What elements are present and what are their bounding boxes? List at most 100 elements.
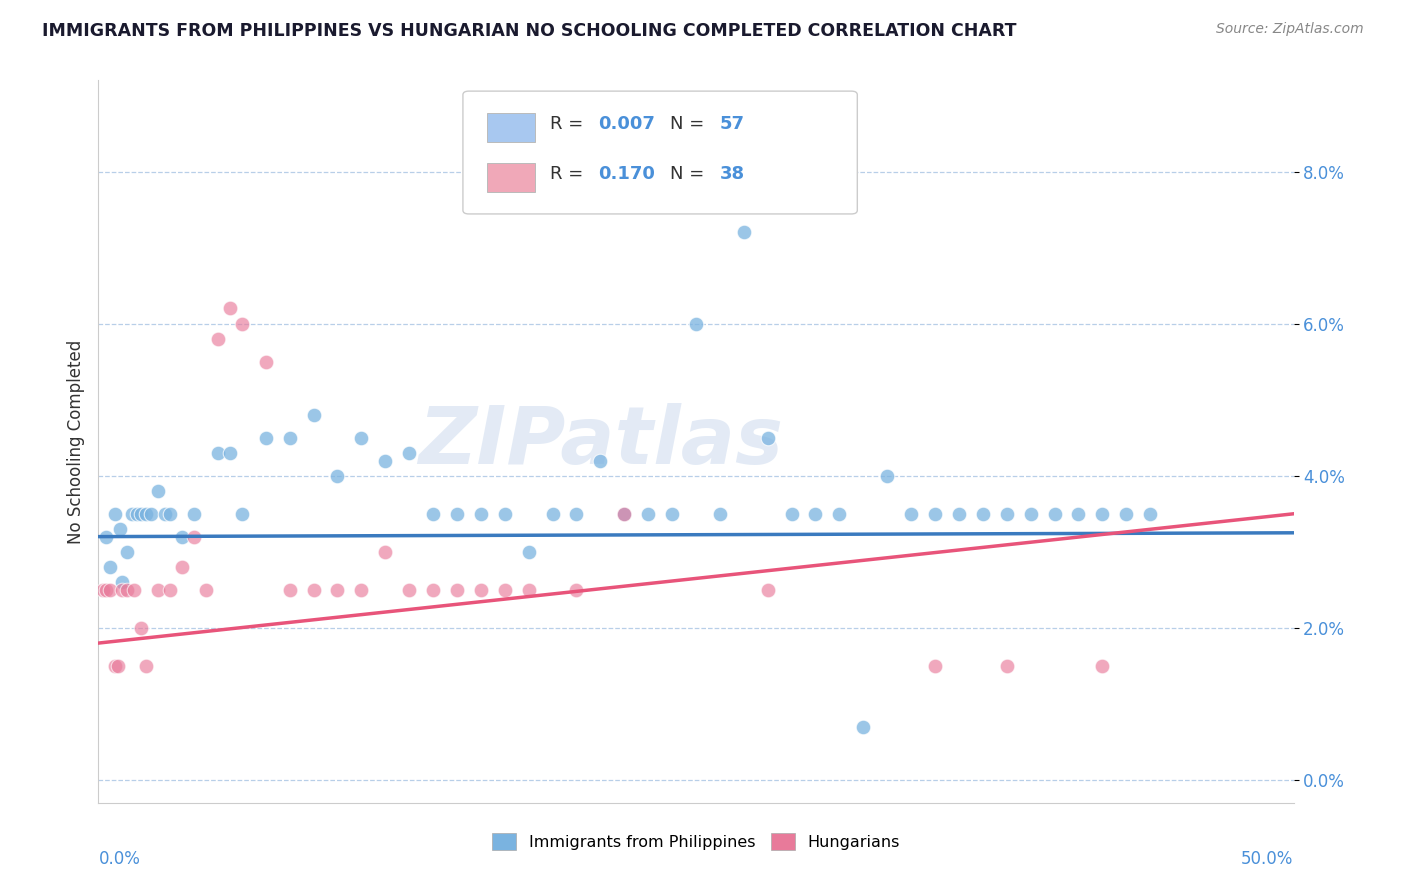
Point [422, 507, 444, 521]
Point [398, 582, 420, 597]
Point [1091, 659, 1114, 673]
Point [125, 507, 148, 521]
Text: 0.0%: 0.0% [98, 850, 141, 868]
Point [231, 317, 253, 331]
Point [446, 507, 468, 521]
Point [613, 507, 636, 521]
Text: 0.007: 0.007 [598, 115, 655, 133]
Point [709, 507, 731, 521]
Point [1139, 507, 1161, 521]
Point [1067, 507, 1090, 521]
Point [107, 659, 129, 673]
Point [326, 468, 349, 483]
Text: 57: 57 [720, 115, 745, 133]
Point [135, 507, 157, 521]
Point [565, 507, 588, 521]
Text: R =: R = [550, 165, 589, 183]
Point [135, 659, 157, 673]
Point [565, 582, 588, 597]
Point [115, 545, 138, 559]
Point [446, 582, 468, 597]
Point [995, 507, 1018, 521]
Point [98, 582, 122, 597]
Text: Source: ZipAtlas.com: Source: ZipAtlas.com [1216, 22, 1364, 37]
Point [756, 582, 779, 597]
Point [613, 507, 636, 521]
Point [589, 453, 612, 467]
Point [494, 507, 516, 521]
FancyBboxPatch shape [463, 91, 858, 214]
Point [494, 582, 516, 597]
Text: ZIPatlas: ZIPatlas [418, 402, 783, 481]
Point [1091, 507, 1114, 521]
Point [104, 659, 127, 673]
Point [470, 507, 492, 521]
Point [302, 408, 325, 422]
Y-axis label: No Schooling Completed: No Schooling Completed [66, 340, 84, 543]
Point [924, 659, 946, 673]
Point [398, 446, 420, 460]
Point [121, 507, 143, 521]
Text: IMMIGRANTS FROM PHILIPPINES VS HUNGARIAN NO SCHOOLING COMPLETED CORRELATION CHAR: IMMIGRANTS FROM PHILIPPINES VS HUNGARIAN… [42, 22, 1017, 40]
Point [972, 507, 994, 521]
Point [995, 659, 1018, 673]
Point [541, 507, 564, 521]
Point [517, 545, 540, 559]
Point [637, 507, 659, 521]
Point [207, 332, 229, 346]
Point [1043, 507, 1066, 521]
Point [350, 431, 373, 445]
Point [254, 354, 277, 368]
Point [517, 582, 540, 597]
Point [111, 582, 134, 597]
Point [254, 431, 277, 445]
Point [115, 582, 138, 597]
Point [131, 621, 153, 635]
Point [148, 483, 170, 498]
Point [661, 507, 683, 521]
Point [172, 560, 194, 574]
Point [685, 149, 707, 163]
Point [139, 507, 162, 521]
Text: 38: 38 [720, 165, 745, 183]
Point [159, 582, 181, 597]
Point [124, 582, 146, 597]
Point [422, 582, 444, 597]
Point [104, 507, 127, 521]
Point [1019, 507, 1042, 521]
Point [852, 720, 875, 734]
Point [231, 507, 253, 521]
Point [876, 468, 898, 483]
FancyBboxPatch shape [486, 112, 534, 142]
Point [219, 301, 242, 316]
Point [350, 582, 373, 597]
Point [108, 522, 131, 536]
Point [94, 530, 117, 544]
Point [98, 560, 122, 574]
Text: R =: R = [550, 115, 589, 133]
Point [219, 446, 242, 460]
Point [326, 582, 349, 597]
Legend: Immigrants from Philippines, Hungarians: Immigrants from Philippines, Hungarians [485, 827, 907, 856]
Point [155, 507, 177, 521]
Point [207, 446, 229, 460]
Point [148, 582, 170, 597]
Point [828, 507, 851, 521]
Point [302, 582, 325, 597]
Point [94, 582, 117, 597]
Point [195, 582, 218, 597]
Point [278, 582, 301, 597]
Point [374, 453, 396, 467]
Point [685, 317, 707, 331]
Point [924, 507, 946, 521]
Point [948, 507, 970, 521]
Point [900, 507, 922, 521]
Point [733, 226, 755, 240]
Point [470, 582, 492, 597]
Text: 50.0%: 50.0% [1241, 850, 1294, 868]
Point [756, 431, 779, 445]
Point [183, 530, 205, 544]
Point [159, 507, 181, 521]
Text: 0.170: 0.170 [598, 165, 655, 183]
Point [804, 507, 827, 521]
